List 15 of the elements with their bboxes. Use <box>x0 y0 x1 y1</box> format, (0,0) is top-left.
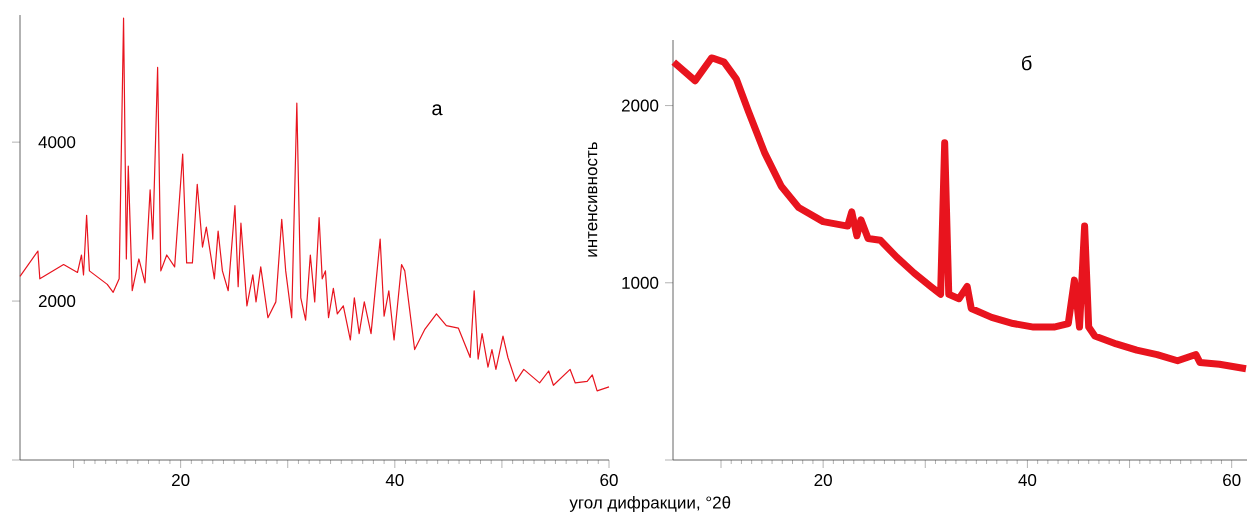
x-tick-label: 20 <box>814 474 832 487</box>
x-tick-label: 40 <box>1018 474 1037 487</box>
x-tick-label: 60 <box>1223 474 1241 487</box>
y-tick-label: 2000 <box>621 99 659 112</box>
y-tick-label: 2000 <box>38 295 76 308</box>
x-tick-label: 60 <box>600 474 618 487</box>
x-tick-label: 20 <box>172 474 190 487</box>
y-axis-title: интенсивность <box>587 142 598 257</box>
x-tick-label: 40 <box>385 474 404 487</box>
line-series <box>19 17 610 392</box>
y-tick-label: 1000 <box>622 276 659 289</box>
y-tick-label: 4000 <box>38 136 76 149</box>
x-axis-title: угол дифракции, °2θ <box>569 496 731 512</box>
text: б <box>1022 55 1032 71</box>
text: а <box>432 104 443 116</box>
